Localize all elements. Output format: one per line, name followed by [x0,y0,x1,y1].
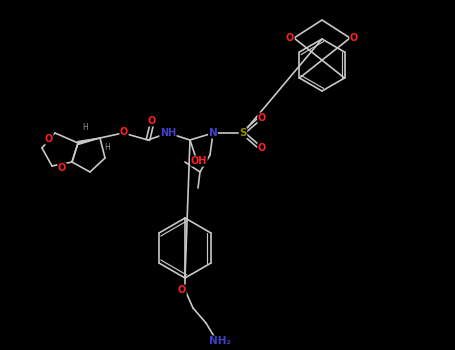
Text: H: H [82,124,88,133]
Text: O: O [258,113,266,123]
Text: O: O [58,163,66,173]
Text: S: S [239,128,247,138]
Text: O: O [148,116,156,126]
Text: O: O [350,33,358,43]
Text: O: O [178,285,186,295]
Text: O: O [45,134,53,144]
Text: O: O [258,143,266,153]
Polygon shape [78,138,100,145]
Text: O: O [120,127,128,137]
Text: NH: NH [160,128,176,138]
Text: O: O [286,33,294,43]
Text: NH₂: NH₂ [209,336,231,346]
Text: OH: OH [191,156,207,166]
Text: N: N [209,128,217,138]
Text: H: H [104,144,110,153]
